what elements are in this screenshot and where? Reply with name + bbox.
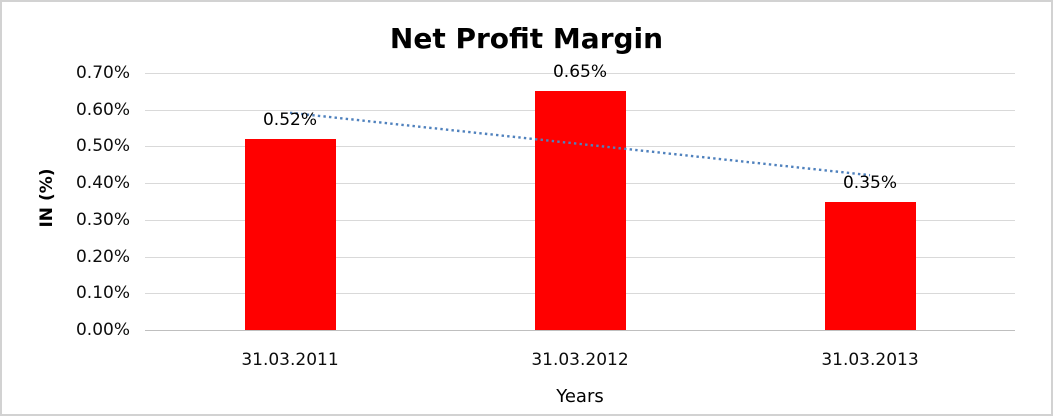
- trendline: [289, 111, 871, 177]
- chart-title: Net Profit Margin: [389, 22, 664, 55]
- y-tick-label: 0.10%: [75, 283, 130, 303]
- x-axis-title: Years: [556, 386, 604, 407]
- data-label: 0.52%: [262, 110, 317, 131]
- gridline: [145, 73, 1015, 74]
- bar-31.03.2012: [534, 91, 626, 330]
- bar-31.03.2011: [244, 139, 336, 330]
- bar-31.03.2013: [824, 201, 916, 330]
- x-tick-label: 31.03.2011: [241, 350, 339, 370]
- x-tick-label: 31.03.2012: [531, 350, 629, 370]
- y-tick-label: 0.20%: [75, 247, 130, 267]
- y-tick-label: 0.60%: [75, 100, 130, 120]
- data-label: 0.35%: [842, 172, 897, 193]
- x-tick-label: 31.03.2013: [821, 350, 919, 370]
- y-tick-label: 0.00%: [75, 320, 130, 340]
- gridline: [145, 330, 1015, 331]
- y-tick-label: 0.70%: [75, 63, 130, 83]
- plot-area: [145, 73, 1015, 331]
- y-tick-label: 0.50%: [75, 136, 130, 156]
- y-tick-label: 0.40%: [75, 173, 130, 193]
- data-label: 0.65%: [552, 62, 607, 83]
- y-tick-label: 0.30%: [75, 210, 130, 230]
